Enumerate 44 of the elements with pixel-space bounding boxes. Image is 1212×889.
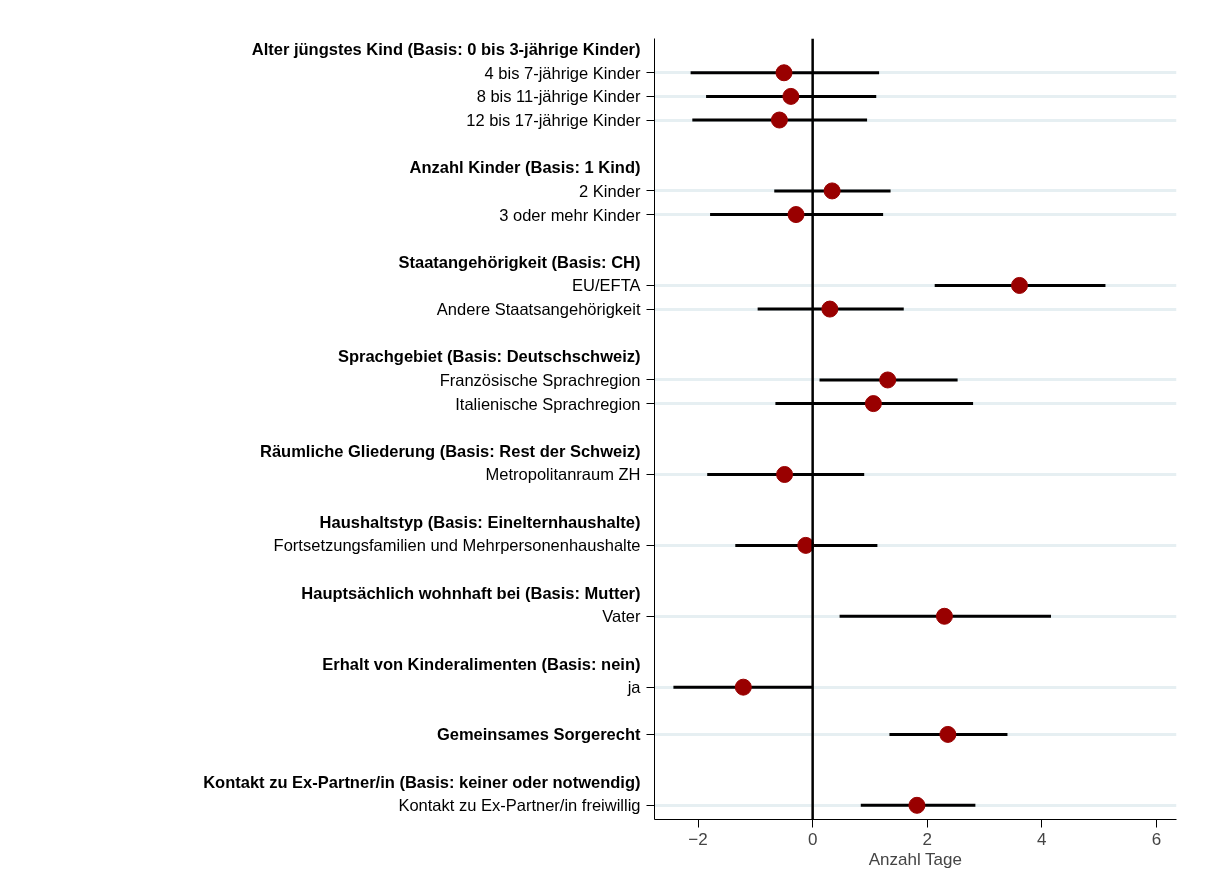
y-tick-label: Räumliche Gliederung (Basis: Rest der Schweiz) xyxy=(259,441,641,460)
y-tick-label: Französische Sprachregion xyxy=(439,370,641,389)
point xyxy=(1011,276,1028,294)
y-tick-label: Sprachgebiet (Basis: Deutschschweiz) xyxy=(337,347,641,366)
x-tick-label: 4 xyxy=(1037,829,1047,849)
y-tick-label: Fortsetzungsfamilien und Mehrpersonenhaushalte xyxy=(273,536,641,555)
y-tick-label: Erhalt von Kinderalimenten (Basis: nein) xyxy=(322,654,641,673)
point xyxy=(823,182,841,200)
x-tick-label: 6 xyxy=(1151,829,1162,849)
y-tick-label: 2 Kinder xyxy=(579,181,642,200)
y-tick-label: Hauptsächlich wohnhaft bei (Basis: Mutter) xyxy=(301,583,641,602)
point xyxy=(734,678,752,696)
x-tick-label: 2 xyxy=(922,829,932,849)
point xyxy=(821,300,839,318)
y-tick-label: Kontakt zu Ex-Partner/in freiwillig xyxy=(398,796,641,815)
y-tick-label: Staatangehörigkeit (Basis: CH) xyxy=(398,252,641,271)
point xyxy=(939,725,957,743)
point xyxy=(775,64,793,82)
y-tick-label: Italienische Sprachregion xyxy=(455,394,641,413)
x-tick-label: 0 xyxy=(807,829,818,849)
y-tick-label: Metropolitanraum ZH xyxy=(485,465,641,484)
point xyxy=(776,466,794,483)
y-tick-label: 4 bis 7-jährige Kinder xyxy=(484,63,642,82)
y-tick-label: Andere Staatsangehörigkeit xyxy=(436,300,641,319)
y-tick-label: EU/EFTA xyxy=(572,276,641,295)
y-tick-label: Alter jüngstes Kind (Basis: 0 bis 3-jährige Kinder) xyxy=(251,40,641,59)
x-tick-label: −2 xyxy=(688,829,708,849)
y-tick-label: 12 bis 17-jährige Kinder xyxy=(466,111,642,130)
x-axis-title: Anzahl Tage xyxy=(868,849,962,869)
y-tick-label: 8 bis 11-jährige Kinder xyxy=(476,87,642,106)
point xyxy=(879,371,897,389)
y-tick-label: Anzahl Kinder (Basis: 1 Kind) xyxy=(409,158,641,177)
point xyxy=(787,206,805,224)
point xyxy=(782,87,800,105)
y-tick-label: ja xyxy=(626,678,642,697)
y-tick-label: Haushaltstyp (Basis: Einelternhaushalte) xyxy=(319,512,641,531)
point xyxy=(770,111,788,129)
y-tick-label: 3 oder mehr Kinder xyxy=(499,205,642,224)
point xyxy=(864,395,882,413)
y-tick-label: Kontakt zu Ex-Partner/in (Basis: keiner oder notwendig) xyxy=(203,772,641,791)
y-tick-label: Gemeinsames Sorgerecht xyxy=(436,725,642,744)
y-tick-label: Vater xyxy=(602,607,642,626)
point xyxy=(908,796,926,814)
point xyxy=(935,607,953,625)
